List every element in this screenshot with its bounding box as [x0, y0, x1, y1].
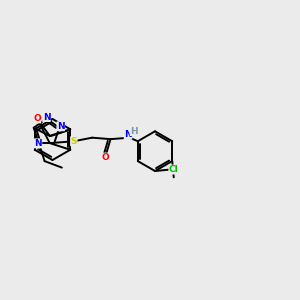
Text: H: H — [130, 127, 138, 136]
Text: N: N — [124, 130, 132, 139]
Text: O: O — [33, 114, 41, 123]
Text: O: O — [101, 153, 109, 162]
Text: N: N — [34, 139, 42, 148]
Text: S: S — [70, 137, 77, 146]
Text: N: N — [43, 112, 50, 122]
Text: Cl: Cl — [169, 165, 178, 174]
Text: N: N — [57, 122, 64, 131]
